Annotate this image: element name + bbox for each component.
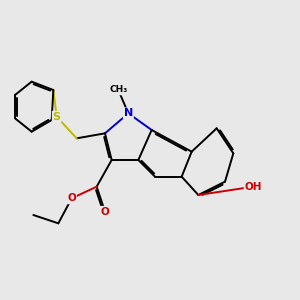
Text: N: N (124, 108, 133, 118)
Text: OH: OH (244, 182, 262, 192)
Text: S: S (53, 112, 61, 122)
Text: O: O (67, 193, 76, 203)
Text: CH₃: CH₃ (109, 85, 128, 94)
Text: O: O (100, 207, 109, 217)
